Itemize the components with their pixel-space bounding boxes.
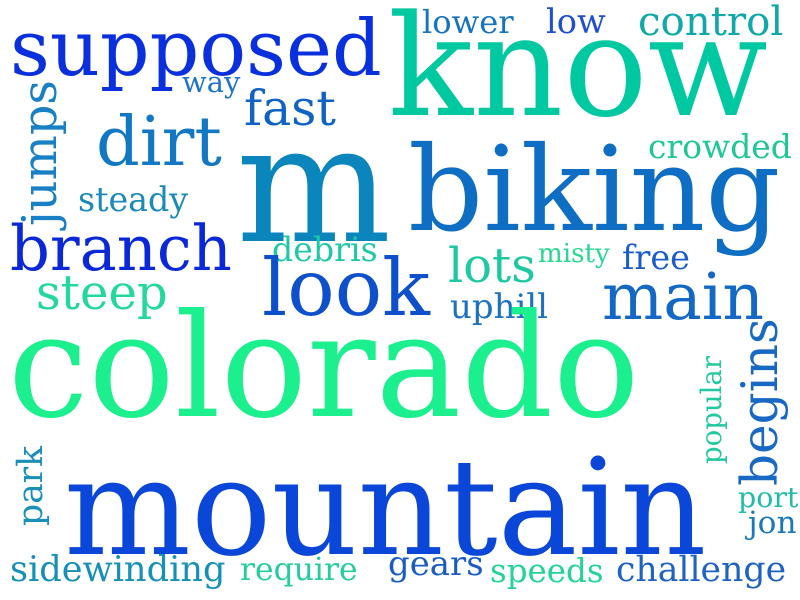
- word-branch: branch: [10, 212, 232, 285]
- word-uphill: uphill: [450, 287, 549, 327]
- word-steady: steady: [78, 179, 189, 219]
- word-require: require: [240, 551, 358, 588]
- word-mountain: mountain: [64, 430, 707, 586]
- word-low: low: [546, 2, 606, 41]
- word-supposed: supposed: [10, 3, 382, 94]
- word-jon: jon: [748, 504, 797, 541]
- word-challenge: challenge: [616, 549, 787, 590]
- word-steep: steep: [36, 265, 168, 321]
- word-crowded: crowded: [648, 126, 792, 166]
- word-dirt: dirt: [96, 102, 222, 182]
- word-jumps: jumps: [13, 80, 68, 226]
- word-free: free: [622, 237, 690, 277]
- word-park: park: [10, 445, 51, 526]
- word-biking: biking: [408, 121, 781, 258]
- word-know: know: [388, 0, 768, 149]
- word-misty: misty: [538, 239, 610, 269]
- word-fast: fast: [244, 79, 336, 137]
- word-lower: lower: [422, 3, 514, 41]
- word-sidewinding: sidewinding: [10, 548, 226, 590]
- word-colorado: colorado: [8, 283, 640, 450]
- word-speeds: speeds: [490, 551, 604, 590]
- word-debris: debris: [272, 229, 378, 269]
- word-look: look: [262, 241, 430, 334]
- word-way: way: [182, 64, 241, 99]
- word-gears: gears: [388, 544, 484, 583]
- word-port: port: [738, 481, 799, 514]
- word-lots: lots: [448, 239, 536, 294]
- word-m: m: [236, 89, 392, 280]
- word-control: control: [638, 0, 784, 45]
- word-main: main: [602, 259, 764, 335]
- word-begins: begins: [731, 318, 789, 486]
